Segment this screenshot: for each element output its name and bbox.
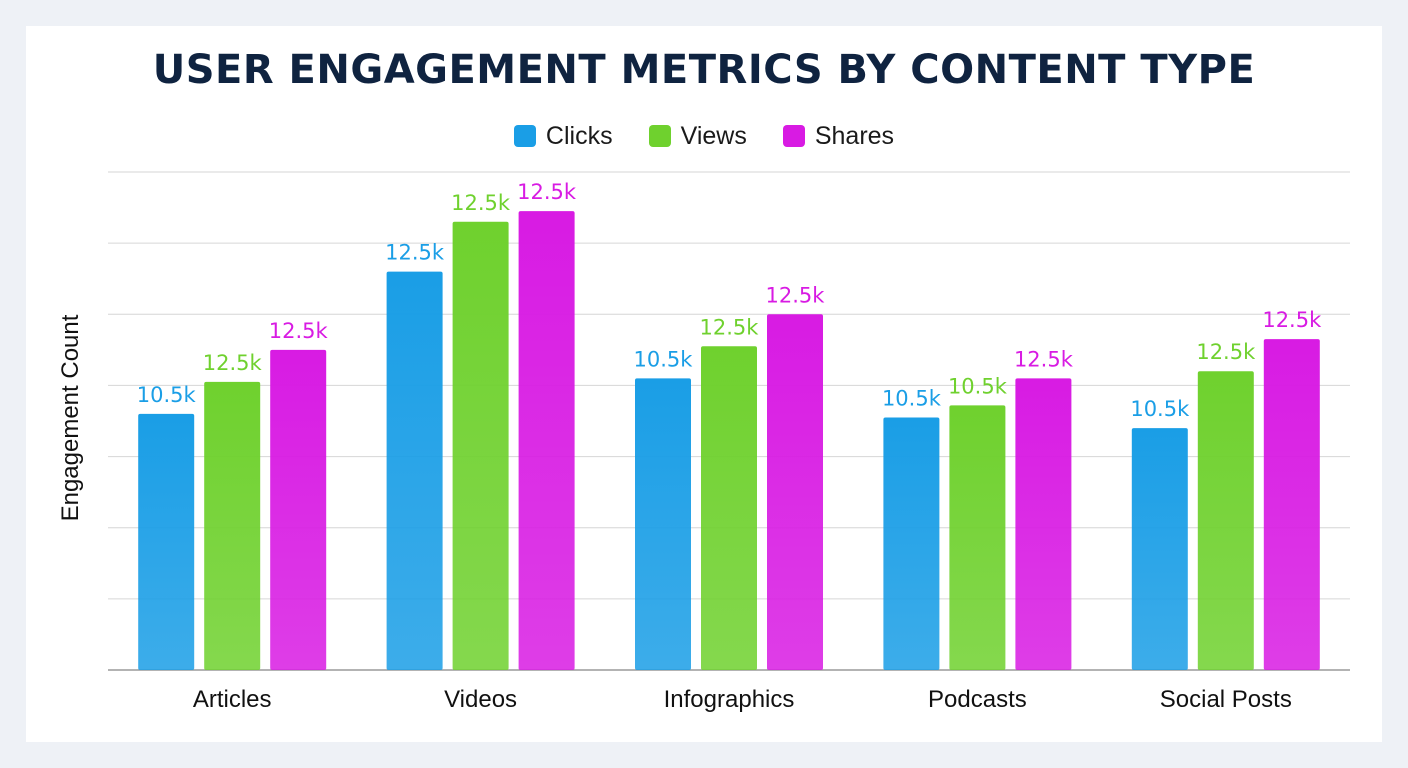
bar-views-social-posts[interactable]	[1197, 371, 1254, 670]
bar-clicks-infographics[interactable]	[635, 378, 691, 670]
bar-shares-podcasts[interactable]	[1015, 378, 1072, 670]
legend-item-clicks[interactable]: Clicks	[513, 121, 613, 151]
bar-views-infographics[interactable]	[701, 346, 757, 670]
bar-views-podcasts[interactable]	[949, 405, 1006, 670]
chart-legend: Clicks Views Shares	[0, 116, 1408, 156]
category-label: Podcasts	[928, 686, 1027, 713]
value-label: 12.5k	[451, 191, 511, 215]
value-label: 12.5k	[385, 241, 445, 265]
category-label: Articles	[193, 686, 272, 713]
value-label: 10.5k	[882, 386, 942, 410]
bar-shares-infographics[interactable]	[767, 314, 823, 670]
bar-views-videos[interactable]	[452, 221, 509, 671]
category-label: Infographics	[664, 686, 795, 713]
value-label: 10.5k	[1130, 397, 1190, 421]
value-label: 10.5k	[948, 374, 1008, 398]
legend-label-views: Views	[680, 121, 747, 150]
y-axis-label: Engagement Count	[57, 314, 84, 521]
value-label: 12.5k	[517, 180, 577, 204]
value-label: 12.5k	[700, 315, 760, 339]
bar-shares-social-posts[interactable]	[1263, 339, 1320, 670]
value-label: 10.5k	[137, 383, 197, 407]
bar-shares-videos[interactable]	[518, 211, 575, 670]
value-label: 12.5k	[766, 283, 826, 307]
legend-item-views[interactable]: Views	[648, 121, 747, 151]
bar-clicks-articles[interactable]	[138, 413, 195, 670]
bar-clicks-social-posts[interactable]	[1131, 428, 1188, 670]
bar-views-articles[interactable]	[204, 381, 261, 670]
legend-swatch-views	[648, 125, 671, 147]
bar-shares-articles[interactable]	[270, 349, 327, 670]
value-label: 10.5k	[634, 347, 694, 371]
category-label: Videos	[444, 686, 517, 713]
value-label: 12.5k	[1014, 347, 1074, 371]
bar-clicks-videos[interactable]	[386, 271, 443, 670]
chart-title: USER ENGAGEMENT METRICS BY CONTENT TYPE	[152, 47, 1256, 93]
value-label: 12.5k	[269, 319, 329, 343]
legend-swatch-clicks	[513, 125, 536, 147]
legend-swatch-shares	[782, 125, 805, 147]
legend-label-clicks: Clicks	[545, 121, 613, 150]
value-label: 12.5k	[1262, 308, 1322, 332]
value-label: 12.5k	[203, 351, 263, 375]
value-label: 12.5k	[1196, 340, 1256, 364]
legend-label-shares: Shares	[814, 121, 895, 150]
bar-clicks-podcasts[interactable]	[883, 417, 940, 670]
category-label: Social Posts	[1160, 686, 1292, 713]
bars	[138, 211, 1320, 671]
category-labels: Articles Videos Infographics Podcasts Social…	[193, 686, 1292, 713]
legend-item-shares[interactable]: Shares	[782, 121, 895, 151]
